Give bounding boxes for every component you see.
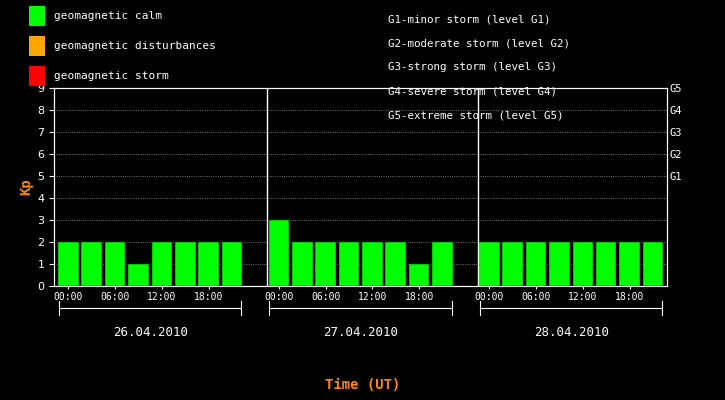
Text: geomagnetic storm: geomagnetic storm (54, 71, 168, 81)
Bar (222, 242, 242, 286)
Bar (409, 264, 429, 286)
Bar (573, 242, 593, 286)
Y-axis label: Kp: Kp (20, 179, 33, 195)
Bar (502, 242, 523, 286)
Text: G4-severe storm (level G4): G4-severe storm (level G4) (388, 86, 557, 96)
Bar (526, 242, 547, 286)
Text: geomagnetic disturbances: geomagnetic disturbances (54, 41, 215, 51)
Bar (152, 242, 173, 286)
Text: G5-extreme storm (level G5): G5-extreme storm (level G5) (388, 110, 563, 120)
Bar (175, 242, 196, 286)
Bar (315, 242, 336, 286)
Bar (339, 242, 360, 286)
Bar (619, 242, 640, 286)
Text: 26.04.2010: 26.04.2010 (113, 326, 188, 339)
Bar (549, 242, 570, 286)
Text: 27.04.2010: 27.04.2010 (323, 326, 398, 339)
Bar (432, 242, 453, 286)
Text: G3-strong storm (level G3): G3-strong storm (level G3) (388, 62, 557, 72)
Text: Time (UT): Time (UT) (325, 378, 400, 392)
Bar (479, 242, 500, 286)
Bar (386, 242, 406, 286)
Bar (268, 220, 289, 286)
Bar (642, 242, 663, 286)
Bar (105, 242, 125, 286)
Bar (199, 242, 219, 286)
Text: geomagnetic calm: geomagnetic calm (54, 11, 162, 21)
Bar (292, 242, 312, 286)
Bar (128, 264, 149, 286)
Bar (362, 242, 383, 286)
Text: G2-moderate storm (level G2): G2-moderate storm (level G2) (388, 38, 570, 48)
Bar (58, 242, 79, 286)
Text: G1-minor storm (level G1): G1-minor storm (level G1) (388, 14, 550, 24)
Bar (596, 242, 616, 286)
Text: 28.04.2010: 28.04.2010 (534, 326, 608, 339)
Bar (81, 242, 102, 286)
